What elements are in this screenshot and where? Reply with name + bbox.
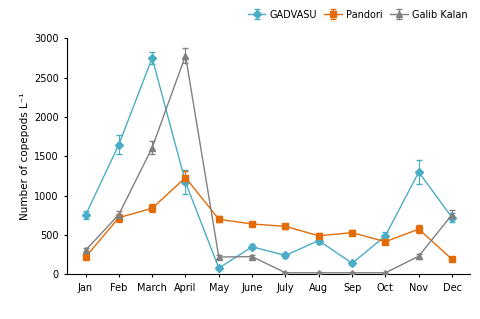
Legend: GADVASU, Pandori, Galib Kalan: GADVASU, Pandori, Galib Kalan — [246, 8, 469, 22]
Y-axis label: Number of copepods L⁻¹: Number of copepods L⁻¹ — [20, 93, 30, 220]
